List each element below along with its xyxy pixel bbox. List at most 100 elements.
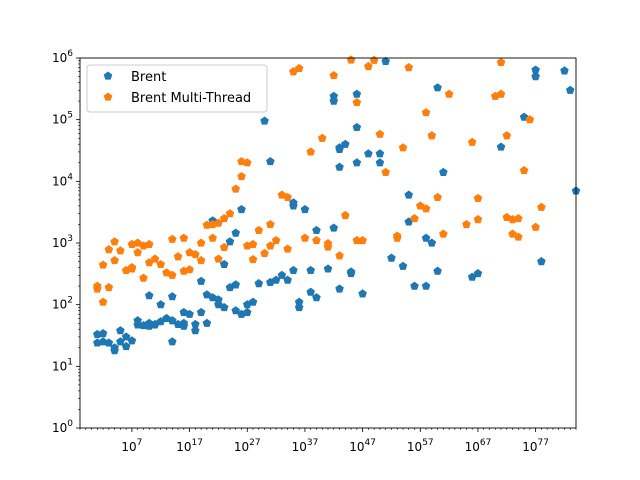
data-point — [427, 238, 437, 247]
data-point — [225, 237, 235, 246]
data-point — [179, 233, 189, 242]
legend-label: Brent Multi-Thread — [131, 91, 251, 106]
data-point — [421, 233, 431, 242]
markers-layer — [93, 55, 581, 355]
data-point — [364, 61, 373, 71]
data-point — [202, 318, 212, 327]
data-point — [104, 245, 114, 254]
data-point — [283, 275, 292, 284]
data-point — [127, 264, 137, 273]
legend-marker — [103, 71, 113, 80]
data-point — [467, 272, 477, 281]
data-point — [237, 171, 246, 181]
data-point — [531, 72, 540, 81]
tick-label-exponent: 4 — [67, 172, 73, 182]
tick-label-exponent: 5 — [67, 111, 73, 121]
data-point — [560, 66, 569, 75]
data-point — [121, 332, 131, 341]
tick-label-base: 10 — [52, 113, 67, 127]
data-point — [219, 302, 229, 312]
data-point — [375, 129, 385, 138]
data-point — [433, 192, 442, 201]
tick-label-base: 10 — [292, 440, 307, 454]
data-point — [496, 89, 506, 98]
data-point — [133, 248, 142, 257]
data-point — [300, 204, 310, 214]
data-point — [433, 83, 442, 92]
data-point — [116, 337, 125, 346]
tick-label-exponent: 37 — [307, 438, 318, 448]
data-point — [289, 265, 298, 274]
tick-label: 101 — [52, 357, 73, 373]
data-point — [260, 116, 269, 125]
data-point — [329, 96, 339, 105]
data-point — [306, 287, 315, 296]
data-point — [306, 265, 315, 274]
tick-label-exponent: 0 — [67, 419, 73, 429]
data-point — [565, 85, 575, 94]
legend-box — [86, 64, 268, 113]
data-point — [156, 317, 166, 326]
data-point — [398, 261, 408, 270]
tick-label: 1027 — [234, 438, 261, 454]
data-point — [185, 265, 194, 274]
data-point — [335, 251, 344, 260]
data-point — [196, 307, 206, 317]
legend: Brent Brent Multi-Thread — [86, 64, 268, 113]
tick-label-base: 10 — [52, 174, 67, 188]
tick-label: 1047 — [349, 438, 376, 454]
data-point — [231, 280, 240, 289]
axes-layer: 107 1017 1027 1037 1047 1057 1067 1077100101102… — [52, 49, 577, 454]
data-point — [283, 244, 292, 253]
legend-label: Brent — [131, 70, 166, 85]
data-point — [421, 204, 431, 213]
data-point — [254, 225, 264, 235]
data-point — [110, 346, 119, 355]
data-point — [473, 215, 483, 224]
data-point — [525, 115, 535, 124]
data-point — [242, 307, 252, 317]
tick-label-base: 10 — [52, 236, 67, 250]
data-point — [537, 257, 546, 266]
data-point — [242, 158, 252, 167]
data-point — [537, 202, 546, 211]
data-point — [335, 284, 344, 293]
tick-label-base: 10 — [465, 440, 480, 454]
data-point — [139, 273, 148, 282]
data-point — [352, 97, 362, 107]
tick-label-exponent: 1 — [67, 357, 73, 367]
data-point — [375, 149, 385, 158]
data-point — [150, 254, 160, 263]
data-point — [168, 337, 177, 346]
series-brent-multi-thread — [93, 55, 546, 306]
data-point — [410, 213, 419, 223]
data-point — [156, 300, 166, 309]
data-point — [306, 147, 315, 156]
data-point — [248, 255, 258, 264]
data-point — [144, 258, 154, 267]
data-point — [237, 204, 246, 214]
data-point — [496, 57, 506, 66]
data-point — [329, 223, 339, 232]
data-point — [127, 336, 137, 345]
data-point — [387, 253, 396, 262]
data-point — [196, 238, 206, 247]
data-point — [289, 67, 298, 76]
data-point — [323, 264, 333, 273]
data-point — [502, 131, 512, 140]
data-point — [191, 326, 200, 335]
tick-label-base: 10 — [52, 51, 67, 65]
data-point — [427, 131, 437, 140]
data-point — [266, 219, 275, 229]
data-point — [312, 235, 321, 245]
tick-label-base: 10 — [52, 359, 67, 373]
data-point — [219, 213, 229, 223]
tick-label-base: 10 — [234, 440, 249, 454]
data-point — [335, 143, 344, 152]
data-point — [214, 218, 223, 227]
tick-label-exponent: 17 — [191, 438, 202, 448]
data-point — [341, 210, 350, 220]
tick-label-base: 10 — [407, 440, 422, 454]
data-point — [277, 270, 287, 279]
data-point — [185, 309, 194, 318]
